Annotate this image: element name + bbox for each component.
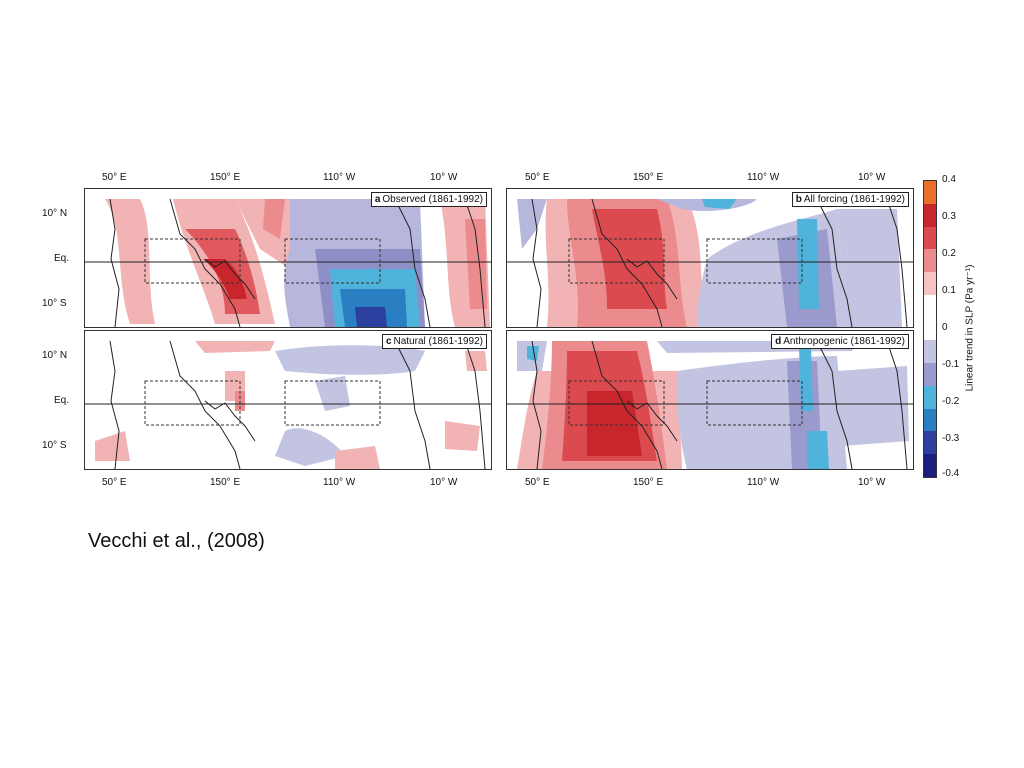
lon-label: 110° W: [747, 477, 780, 488]
lon-label: 150° E: [633, 477, 664, 488]
slp-trend-figure: 50° E 150° E 110° W 10° W 50° E 150° E 1…: [40, 170, 980, 490]
lat-label: 10° S: [42, 440, 67, 451]
colorbar-segment: [924, 294, 936, 319]
panel-a-map: [105, 199, 490, 327]
panel-d-map: [517, 341, 909, 469]
colorbar-tick: -0.2: [942, 396, 960, 407]
panel-c-overlay: [85, 340, 491, 469]
colorbar-tick: 0.1: [942, 285, 956, 296]
panel-b-map: [517, 199, 902, 327]
lon-label: 10° W: [858, 477, 886, 488]
panel-title-text: Anthropogenic (1861-1992): [783, 336, 905, 347]
lat-label: 10° S: [42, 298, 67, 309]
lon-label: 110° W: [323, 172, 356, 183]
panel-anthropogenic: d Anthropogenic (1861-1992): [506, 330, 914, 470]
panel-letter: c: [385, 336, 392, 347]
lat-label: Eq.: [54, 253, 70, 264]
panel-title-a: a Observed (1861-1992): [370, 192, 487, 207]
lon-label: 50° E: [525, 172, 550, 183]
colorbar-tick: -0.4: [942, 468, 960, 479]
colorbar-segment: [924, 317, 936, 341]
lon-label: 150° E: [210, 477, 241, 488]
panel-title-d: d Anthropogenic (1861-1992): [771, 334, 909, 349]
panel-letter: a: [374, 194, 381, 205]
colorbar-label: Linear trend in SLP (Pa yr⁻¹): [964, 264, 976, 392]
colorbar-segment: [924, 431, 936, 455]
citation-caption: Vecchi et al., (2008): [88, 530, 265, 552]
panel-c-map: [95, 341, 487, 469]
panel-a-overlay: [85, 198, 491, 327]
lon-label: 50° E: [102, 477, 127, 488]
colorbar-tick: 0.2: [942, 248, 956, 259]
colorbar-tick: 0.4: [942, 174, 956, 185]
lon-label: 50° E: [525, 477, 550, 488]
colorbar-tick: 0.3: [942, 211, 956, 222]
panel-letter: b: [795, 194, 802, 205]
lat-label: 10° N: [42, 350, 68, 361]
lat-label: Eq.: [54, 395, 70, 406]
colorbar-segment: [924, 408, 936, 432]
lon-label: 110° W: [323, 477, 356, 488]
panel-d-overlay: [507, 340, 913, 469]
panel-title-text: Natural (1861-1992): [393, 336, 484, 347]
panel-b-overlay: [507, 198, 913, 327]
colorbar-segment: [924, 454, 936, 478]
colorbar-tick: 0: [942, 322, 948, 333]
colorbar-segment: [924, 181, 936, 205]
panel-all-forcing: b All forcing (1861-1992): [506, 188, 914, 328]
lon-label: 150° E: [633, 172, 664, 183]
lon-label: 150° E: [210, 172, 241, 183]
lon-label: 10° W: [430, 172, 458, 183]
lon-label: 50° E: [102, 172, 127, 183]
panel-title-text: All forcing (1861-1992): [803, 194, 905, 205]
panel-natural: c Natural (1861-1992): [84, 330, 492, 470]
colorbar: [923, 180, 937, 478]
panel-title-text: Observed (1861-1992): [382, 194, 483, 205]
colorbar-segment: [924, 363, 936, 387]
panel-letter: d: [775, 336, 782, 347]
panel-observed: a Observed (1861-1992): [84, 188, 492, 328]
colorbar-segment: [924, 385, 936, 410]
panel-title-c: c Natural (1861-1992): [381, 334, 487, 349]
colorbar-segment: [924, 272, 936, 296]
colorbar-segment: [924, 340, 936, 364]
panel-title-b: b All forcing (1861-1992): [791, 192, 909, 207]
colorbar-tick: -0.3: [942, 433, 960, 444]
lon-label: 10° W: [858, 172, 886, 183]
lat-label: 10° N: [42, 208, 68, 219]
colorbar-segment: [924, 226, 936, 250]
lon-label: 10° W: [430, 477, 458, 488]
colorbar-segment: [924, 203, 936, 228]
lon-label: 110° W: [747, 172, 780, 183]
colorbar-segment: [924, 249, 936, 273]
colorbar-tick: -0.1: [942, 359, 960, 370]
